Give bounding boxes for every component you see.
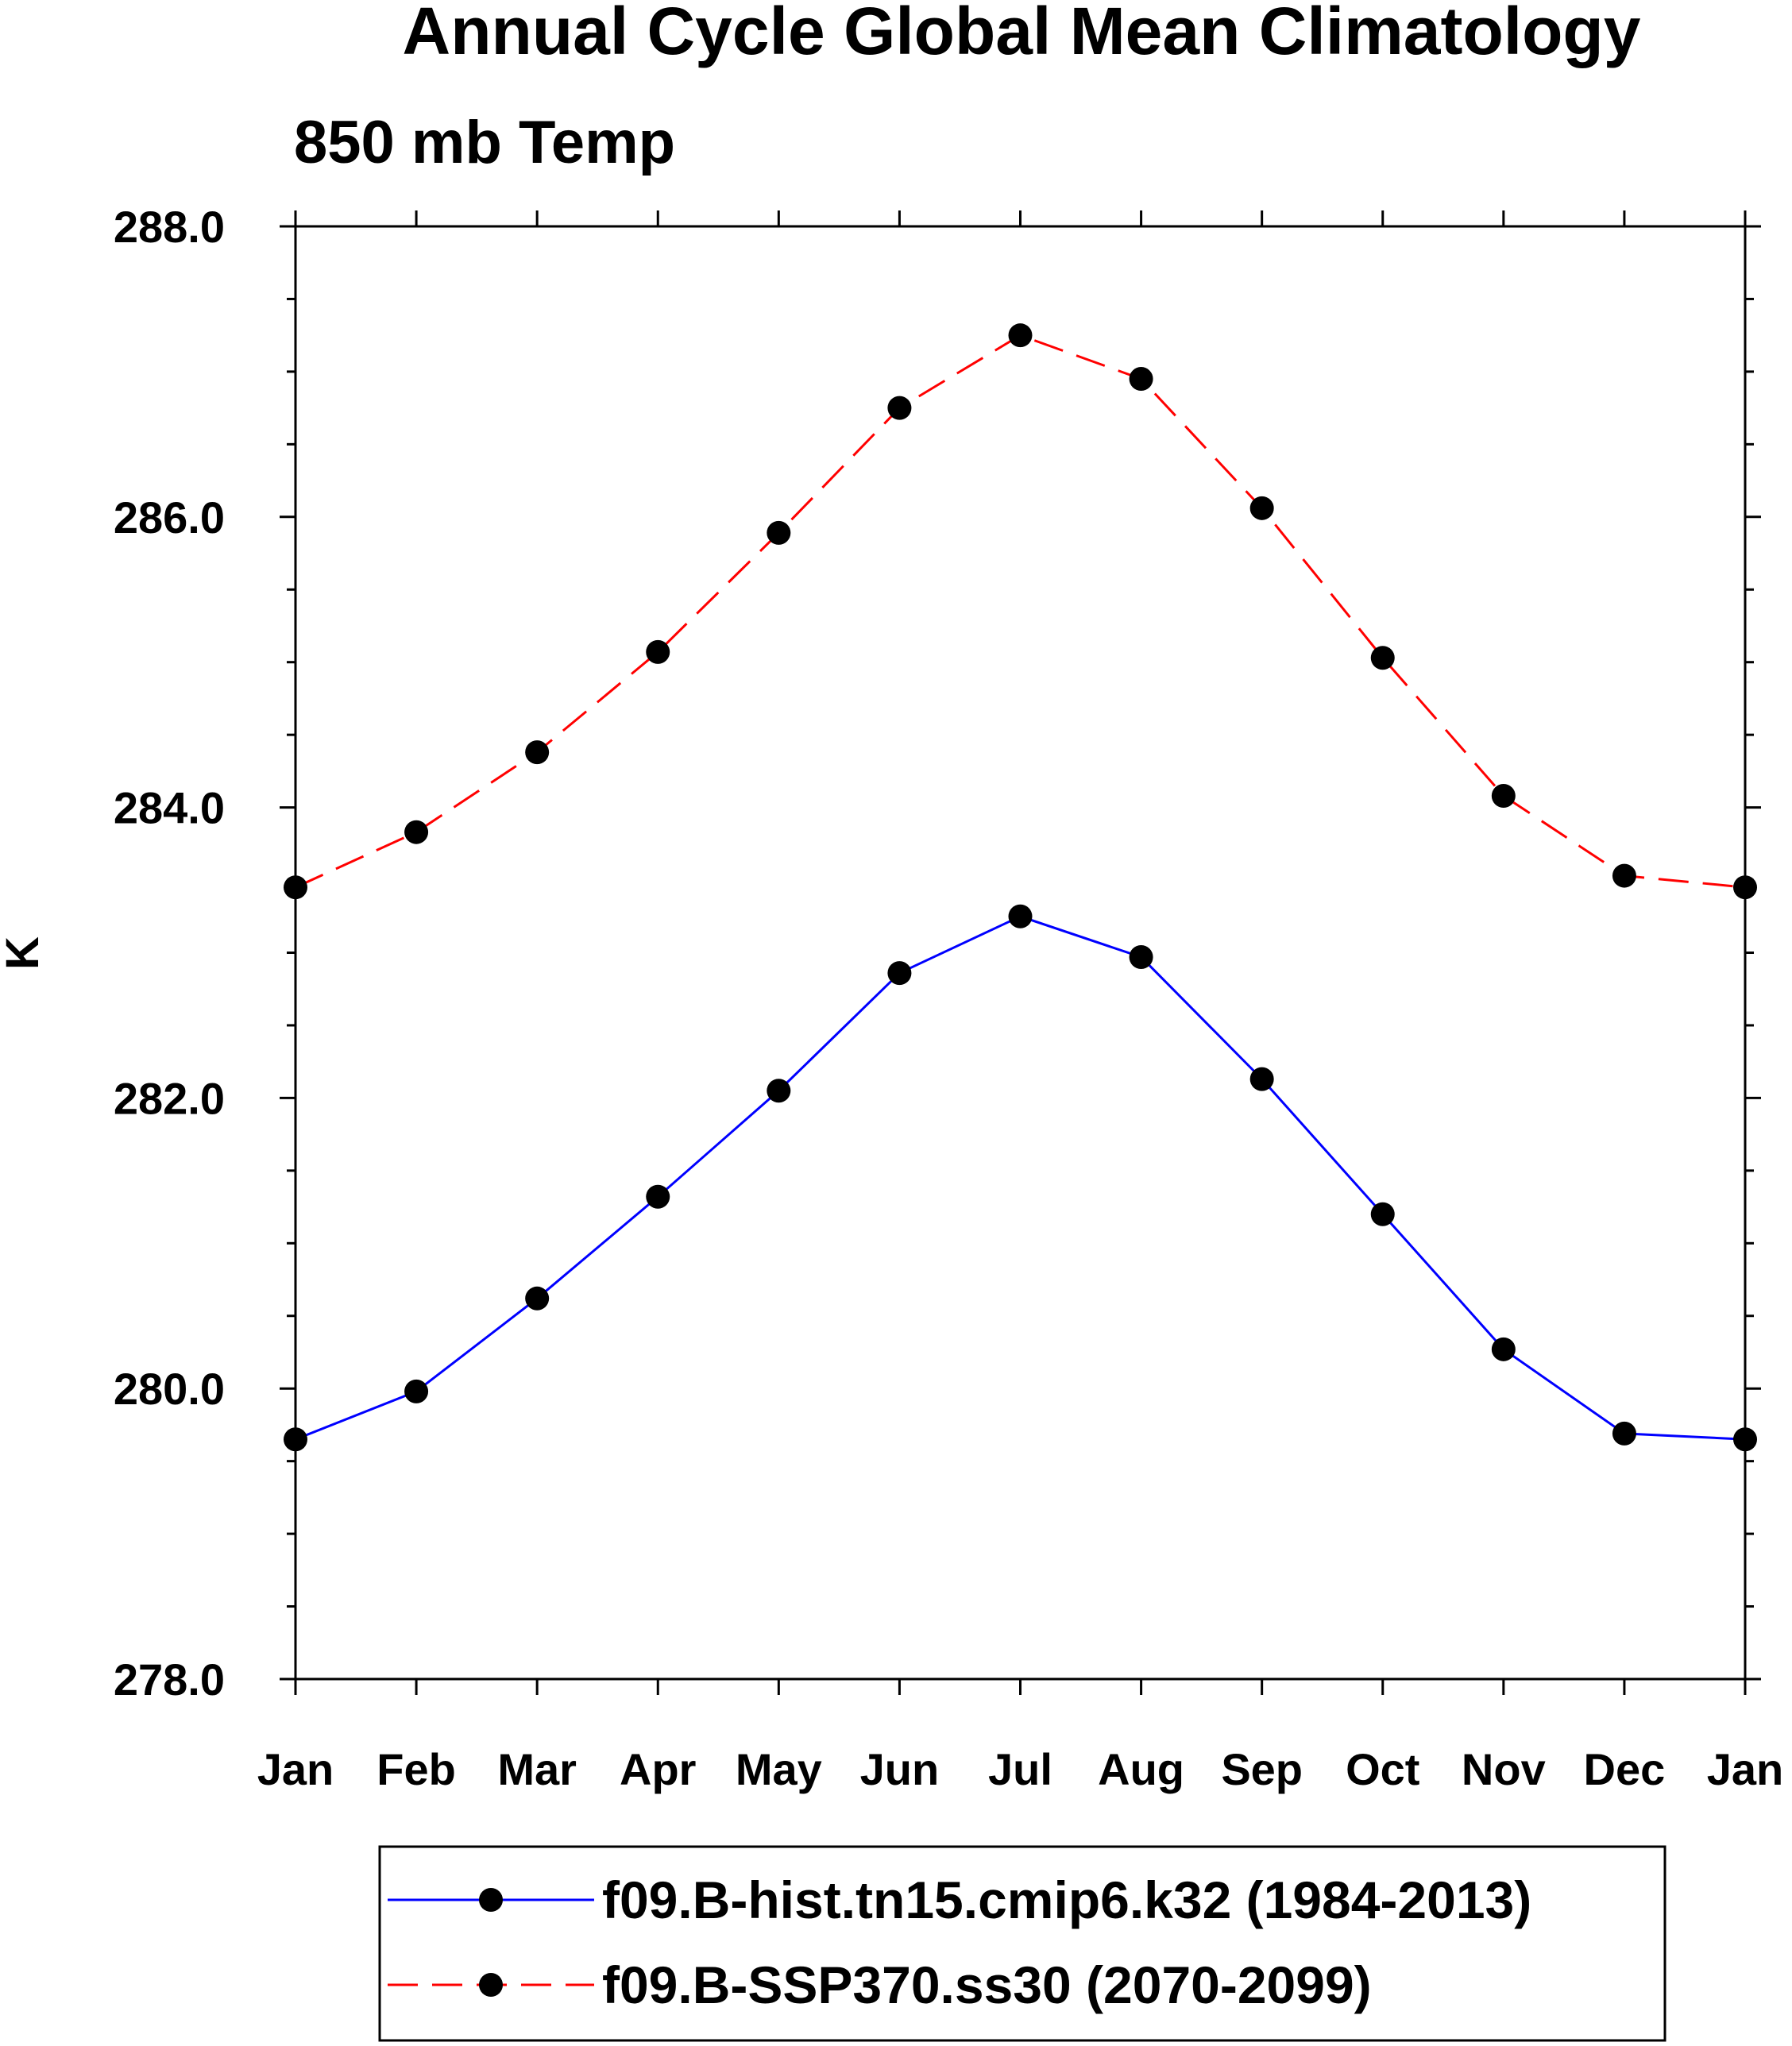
x-tick-label: Jan [1707,1744,1784,1794]
y-tick-label: 280.0 [114,1364,225,1414]
data-point-series0 [1612,1421,1636,1446]
data-point-series0 [1249,1067,1274,1091]
x-tick-label: Dec [1584,1744,1666,1794]
x-tick-label: Apr [620,1744,696,1794]
x-tick-label: Jun [860,1744,940,1794]
x-tick-label: Nov [1462,1744,1546,1794]
data-point-series1 [525,740,550,765]
y-tick-label: 282.0 [114,1073,225,1123]
data-point-series0 [1370,1202,1395,1226]
data-point-series1 [887,396,912,420]
chart-title: Annual Cycle Global Mean Climatology [403,0,1641,68]
x-tick-label: Mar [497,1744,577,1794]
series-line-0 [295,915,1746,1441]
y-tick-label: 278.0 [114,1654,225,1704]
y-tick-label: 288.0 [114,202,225,252]
data-point-series0 [767,1079,791,1103]
series-line-1 [295,334,1746,889]
data-point-series1 [1370,646,1395,670]
data-point-series0 [646,1184,670,1209]
legend-entry: f09.B-hist.tn15.cmip6.k32 (1984-2013) [388,1870,1531,1929]
x-tick-label: Feb [377,1744,456,1794]
legend-label: f09.B-hist.tn15.cmip6.k32 (1984-2013) [602,1870,1531,1929]
series-layer [284,323,1757,1452]
data-point-series0 [1008,904,1033,928]
legend: f09.B-hist.tn15.cmip6.k32 (1984-2013) f0… [378,1845,1666,2042]
legend-marker-icon [479,1973,503,1997]
legend-marker-icon [479,1888,503,1912]
data-point-series1 [1008,323,1033,348]
data-point-series0 [525,1286,550,1311]
data-point-series1 [404,820,429,844]
data-point-series1 [646,639,670,664]
legend-box [378,1845,1666,2042]
data-point-series0 [1491,1337,1516,1361]
data-point-series1 [1249,496,1274,520]
data-point-series0 [404,1379,429,1403]
legend-label: f09.B-SSP370.ss30 (2070-2099) [602,1955,1372,2014]
x-tick-label: Oct [1346,1744,1419,1794]
plot-frame [294,225,1747,1681]
y-tick-label: 286.0 [114,492,225,542]
y-tick-label: 284.0 [114,783,225,833]
y-axis-label: K [0,936,48,970]
x-tick-label: Jan [257,1744,334,1794]
data-point-series1 [1129,367,1153,392]
data-point-series1 [1612,863,1636,888]
data-point-series1 [767,520,791,545]
data-point-series0 [1129,944,1153,969]
legend-entry: f09.B-SSP370.ss30 (2070-2099) [388,1955,1372,2014]
x-tick-label: Aug [1098,1744,1184,1794]
x-tick-label: Sep [1221,1744,1303,1794]
data-point-series0 [887,961,912,986]
x-tick-label: May [736,1744,822,1794]
axis-ticks [280,210,1761,1695]
tick-labels: Jan Feb Mar Apr May Jun Jul Aug Sep Oct Nov Dec Jan 2… [114,202,1783,1794]
x-tick-label: Jul [988,1744,1052,1794]
data-point-series1 [1491,783,1516,808]
chart-subtitle: 850 mb Temp [294,109,675,176]
